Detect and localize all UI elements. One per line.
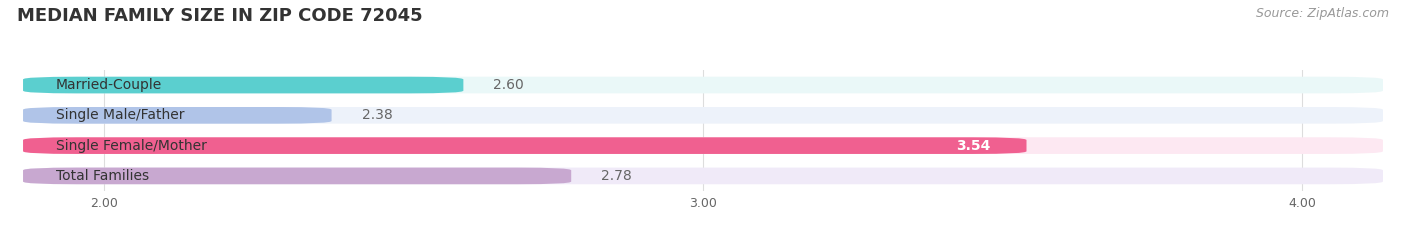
FancyBboxPatch shape <box>22 107 1384 124</box>
Text: MEDIAN FAMILY SIZE IN ZIP CODE 72045: MEDIAN FAMILY SIZE IN ZIP CODE 72045 <box>17 7 422 25</box>
FancyBboxPatch shape <box>22 168 571 184</box>
Text: 2.78: 2.78 <box>602 169 631 183</box>
Text: Total Families: Total Families <box>56 169 149 183</box>
Text: 2.38: 2.38 <box>361 108 392 122</box>
FancyBboxPatch shape <box>22 107 332 124</box>
Text: 3.54: 3.54 <box>956 139 991 153</box>
Text: Single Male/Father: Single Male/Father <box>56 108 184 122</box>
FancyBboxPatch shape <box>22 77 1384 93</box>
Text: Single Female/Mother: Single Female/Mother <box>56 139 207 153</box>
Text: 2.60: 2.60 <box>494 78 524 92</box>
FancyBboxPatch shape <box>22 168 1384 184</box>
Text: Source: ZipAtlas.com: Source: ZipAtlas.com <box>1256 7 1389 20</box>
FancyBboxPatch shape <box>22 77 464 93</box>
FancyBboxPatch shape <box>22 137 1026 154</box>
Text: Married-Couple: Married-Couple <box>56 78 162 92</box>
FancyBboxPatch shape <box>22 137 1384 154</box>
